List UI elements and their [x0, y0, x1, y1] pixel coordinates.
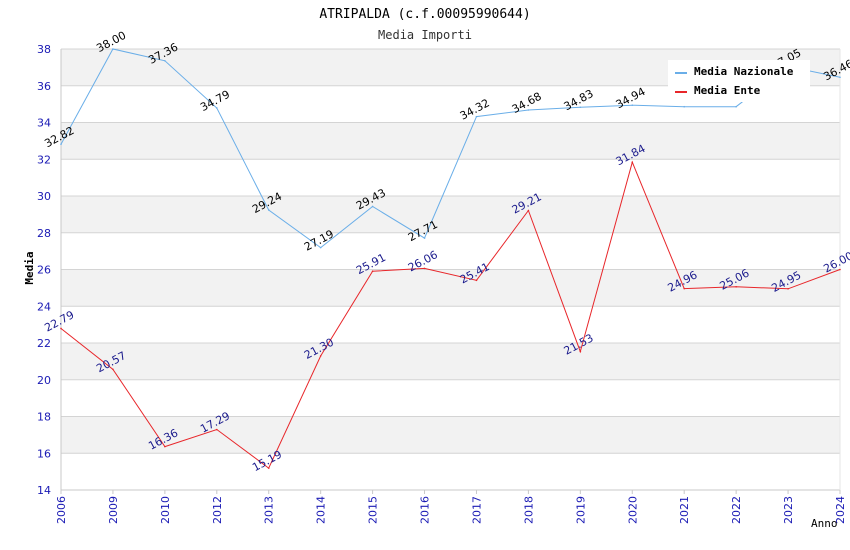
- y-tick-label: 38: [37, 43, 51, 56]
- data-point: [267, 209, 270, 211]
- chart-title: ATRIPALDA (c.f.00095990644): [319, 7, 530, 22]
- data-label: 34.83: [562, 87, 596, 113]
- data-point: [475, 279, 478, 282]
- data-point: [423, 237, 426, 239]
- series-lines: [60, 48, 841, 469]
- y-tick-label: 28: [37, 227, 51, 240]
- data-point: [475, 115, 478, 118]
- data-point: [319, 246, 322, 249]
- data-point: [216, 107, 218, 109]
- x-tick-label: 2015: [367, 496, 380, 524]
- data-point: [631, 104, 634, 107]
- x-tick-label: 2016: [419, 496, 432, 524]
- x-tick-label: 2009: [107, 496, 120, 524]
- grid-band: [61, 343, 840, 380]
- y-tick-label: 16: [37, 447, 51, 460]
- data-label: 34.94: [614, 85, 648, 111]
- data-point: [371, 270, 374, 272]
- data-point: [60, 143, 62, 145]
- x-tick-label: 2017: [470, 496, 483, 524]
- data-label: 34.68: [510, 90, 544, 116]
- y-tick-label: 22: [37, 337, 51, 350]
- data-point: [631, 161, 634, 163]
- x-tick-label: 2019: [574, 496, 587, 524]
- x-tick-label: 2024: [834, 496, 847, 524]
- y-tick-label: 14: [37, 484, 51, 497]
- grid-band: [61, 416, 840, 454]
- data-point: [371, 205, 374, 208]
- data-point: [112, 48, 114, 50]
- x-tick-label: 2021: [678, 496, 691, 524]
- y-tick-label: 30: [37, 190, 51, 203]
- chart-subtitle: Media Importi: [378, 28, 472, 42]
- data-point: [735, 285, 737, 288]
- data-point: [735, 105, 737, 108]
- data-point: [112, 368, 114, 371]
- y-tick-label: 32: [37, 153, 51, 166]
- data-point: [839, 268, 841, 271]
- data-label: 34.32: [458, 96, 492, 122]
- legend-label-media-nazionale: Media Nazionale: [694, 65, 794, 78]
- x-tick-label: 2018: [522, 496, 535, 524]
- x-tick-label: 2013: [263, 496, 276, 524]
- data-point: [787, 287, 789, 290]
- data-point: [423, 267, 426, 270]
- x-tick-label: 2023: [782, 496, 795, 524]
- x-tick-label: 2010: [159, 496, 172, 524]
- grid-band: [61, 122, 840, 160]
- x-tick-label: 2006: [55, 496, 68, 524]
- x-tick-label: 2020: [626, 496, 639, 524]
- grid-band: [61, 196, 840, 233]
- data-point: [579, 106, 582, 109]
- data-point: [527, 209, 530, 212]
- y-tick-label: 20: [37, 374, 51, 387]
- legend-box: [668, 60, 810, 102]
- y-axis-label: Media: [23, 251, 36, 284]
- y-tick-label: 36: [37, 80, 51, 93]
- grid-bands: [61, 49, 840, 454]
- y-tick-label: 24: [37, 300, 51, 313]
- legend-label-media-ente: Media Ente: [694, 84, 761, 97]
- data-point: [683, 287, 685, 290]
- series-line-media-ente: [60, 160, 841, 469]
- legend: Media Nazionale Media Ente: [668, 60, 810, 102]
- data-point: [683, 105, 685, 108]
- series-line-media-nazionale: [60, 48, 841, 249]
- y-tick-label: 34: [37, 117, 51, 130]
- data-label: 34.79: [198, 88, 232, 114]
- x-tick-label: 2022: [730, 496, 743, 524]
- data-point: [164, 59, 166, 62]
- x-tick-label: 2012: [211, 496, 224, 524]
- data-point: [60, 327, 62, 330]
- data-point: [216, 428, 218, 431]
- x-axis-label: Anno: [811, 517, 838, 530]
- data-point: [839, 76, 841, 79]
- data-point: [267, 467, 270, 469]
- x-tick-label: 2014: [315, 496, 328, 524]
- data-point: [164, 445, 166, 448]
- grid-lines: [61, 48, 840, 491]
- data-point: [579, 350, 582, 353]
- data-point: [527, 109, 530, 111]
- y-tick-label: 18: [37, 411, 51, 424]
- y-tick-label: 26: [37, 264, 51, 277]
- data-point: [319, 355, 322, 357]
